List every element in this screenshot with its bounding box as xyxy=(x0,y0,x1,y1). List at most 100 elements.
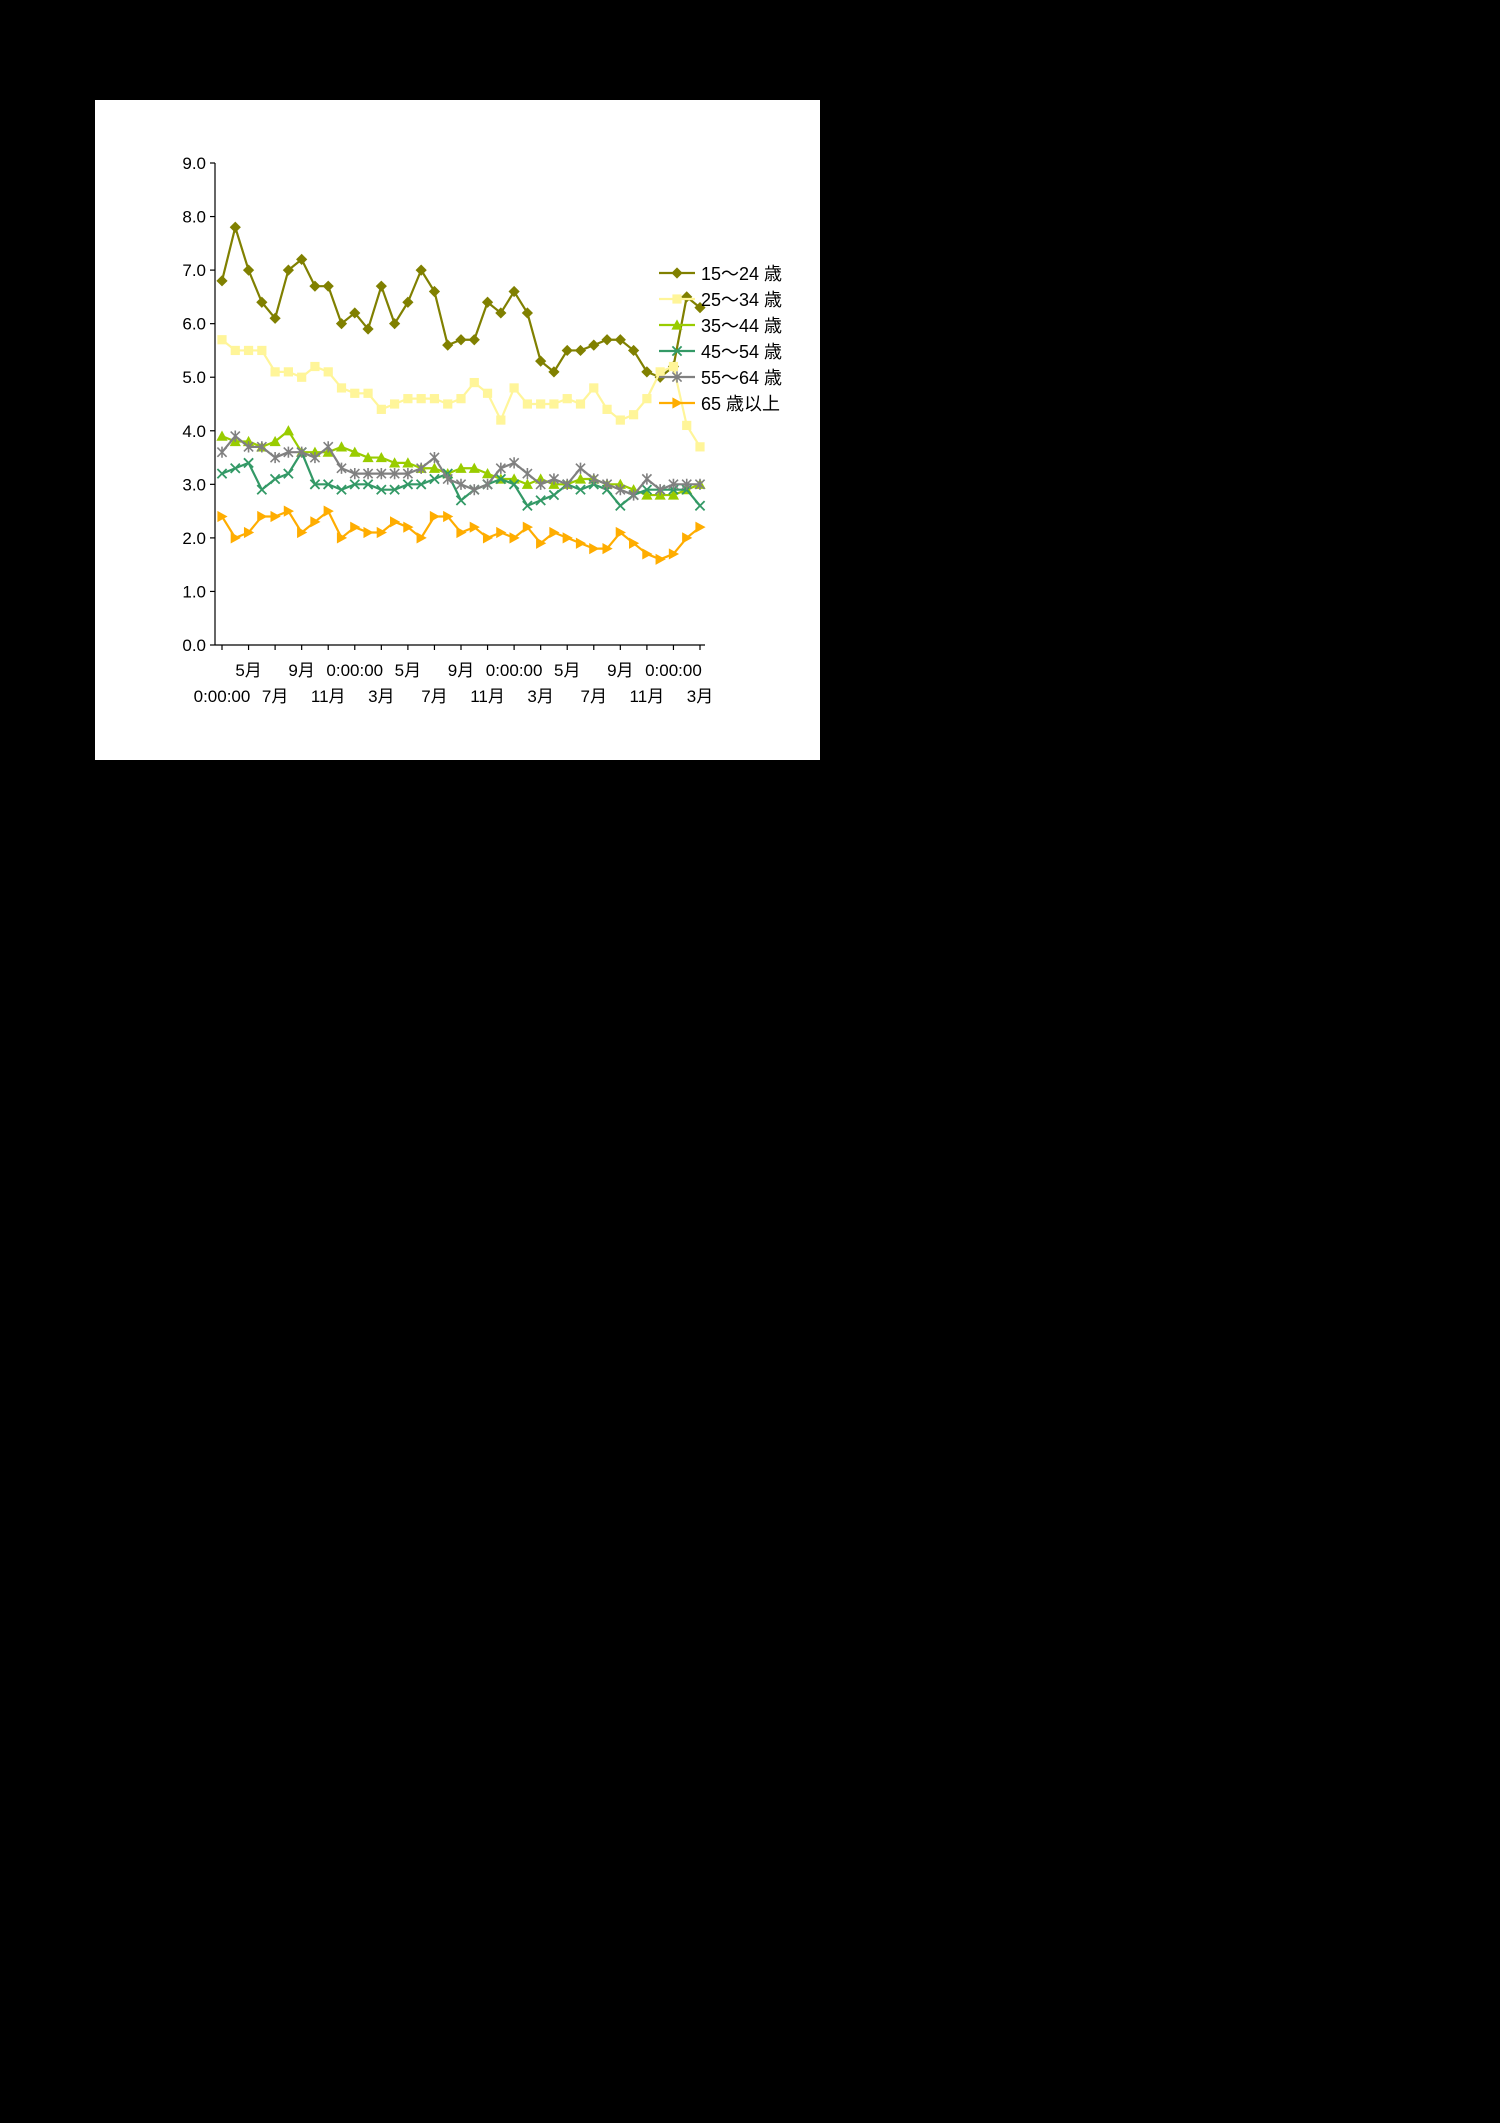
star-marker-icon xyxy=(641,473,653,485)
x-marker-icon xyxy=(402,479,414,490)
square-marker-icon xyxy=(509,383,519,393)
triangle-right-marker-icon xyxy=(469,521,480,533)
x-tick-label: 5月 xyxy=(554,661,580,680)
square-marker-icon xyxy=(230,345,240,356)
x-marker-icon xyxy=(230,463,241,474)
diamond-marker-icon xyxy=(415,264,427,276)
triangle-right-marker-icon xyxy=(443,510,454,523)
triangle-right-marker-icon xyxy=(575,537,587,549)
square-marker-icon xyxy=(363,388,373,398)
x-tick-label: 5月 xyxy=(235,661,261,680)
diamond-marker-icon xyxy=(442,339,454,351)
triangle-marker-icon xyxy=(455,462,467,473)
triangle-right-marker-icon xyxy=(522,521,533,533)
triangle-right-marker-icon xyxy=(589,543,600,555)
x-tick-label: 3月 xyxy=(687,687,713,706)
triangle-right-marker-icon xyxy=(509,532,520,544)
square-marker-icon xyxy=(602,404,612,414)
legend-label: 15～24 歳 xyxy=(701,264,783,284)
diamond-marker-icon xyxy=(468,334,480,346)
x-marker-icon xyxy=(349,479,361,490)
triangle-marker-icon xyxy=(574,473,587,484)
series-line xyxy=(220,338,702,448)
legend-label: 35～44 歳 xyxy=(701,316,783,336)
square-marker-icon xyxy=(297,372,307,382)
triangle-marker-icon xyxy=(375,451,387,463)
x-marker-icon xyxy=(508,479,520,490)
star-marker-icon xyxy=(495,462,506,474)
triangle-right-marker-icon xyxy=(629,537,640,549)
line-chart: 0.01.02.03.04.05.06.07.08.09.00:00:005月7… xyxy=(182,154,713,706)
triangle-right-marker-icon xyxy=(562,532,573,544)
star-marker-icon xyxy=(482,478,493,490)
triangle-right-marker-icon xyxy=(456,526,467,539)
star-marker-icon xyxy=(601,478,613,490)
y-tick-label: 7.0 xyxy=(182,261,206,280)
legend-item: 55～64 歳 xyxy=(658,364,782,390)
legend-item: 45～54 歳 xyxy=(658,338,782,364)
diamond-marker-icon xyxy=(428,285,441,298)
triangle-marker-icon xyxy=(402,457,414,468)
star-marker-icon xyxy=(522,468,533,480)
star-marker-icon xyxy=(349,468,360,480)
y-tick-label: 2.0 xyxy=(182,529,206,548)
triangle-right-marker-icon xyxy=(323,505,334,517)
x-tick-label: 11月 xyxy=(311,687,346,706)
square-marker-icon xyxy=(629,410,639,420)
square-marker-icon xyxy=(323,367,333,377)
series-5 xyxy=(216,430,706,501)
diamond-marker-icon xyxy=(641,366,653,378)
diamond-marker-icon xyxy=(309,280,321,292)
square-marker-icon xyxy=(536,399,546,409)
square-marker-icon xyxy=(243,345,254,356)
x-marker-icon xyxy=(376,484,387,495)
triangle-right-marker-icon xyxy=(336,532,348,544)
square-marker-icon xyxy=(270,367,280,377)
diamond-marker-icon xyxy=(335,318,348,330)
square-marker-icon xyxy=(668,361,679,372)
triangle-marker-icon xyxy=(349,446,361,457)
diamond-marker-icon xyxy=(628,344,640,357)
diamond-marker-icon xyxy=(322,280,334,292)
x-marker-icon xyxy=(615,500,626,511)
diamond-marker-icon xyxy=(375,280,387,292)
x-tick-label: 11月 xyxy=(470,687,505,706)
square-marker-icon xyxy=(682,420,692,431)
triangle-right-marker-icon xyxy=(376,526,387,539)
square-marker-icon xyxy=(469,377,479,388)
star-marker-icon xyxy=(362,468,374,480)
star-marker-icon xyxy=(323,441,334,453)
diamond-marker-icon xyxy=(614,334,626,346)
x-marker-icon xyxy=(671,345,683,357)
x-marker-icon xyxy=(256,484,268,495)
triangle-right-marker-icon xyxy=(429,510,441,523)
triangle-right-marker-icon xyxy=(230,532,241,544)
x-tick-label: 0:00:00 xyxy=(194,687,251,706)
star-marker-icon xyxy=(681,478,692,490)
triangle-marker-icon xyxy=(667,489,680,500)
star-marker-icon xyxy=(269,451,281,464)
legend-label: 55～64 歳 xyxy=(701,368,783,388)
x-tick-label: 3月 xyxy=(368,687,394,706)
chart-legend: 15～24 歳 25～34 歳 35～44 歳 45～54 歳 55～64 歳 65 歳以… xyxy=(658,260,782,416)
legend-marker-icon xyxy=(659,345,695,357)
square-marker-icon xyxy=(217,335,227,345)
triangle-marker-icon xyxy=(335,441,348,452)
triangle-right-marker-icon xyxy=(297,526,308,539)
square-marker-icon xyxy=(575,399,586,409)
x-marker-icon xyxy=(535,495,546,506)
star-marker-icon xyxy=(628,489,639,501)
square-marker-icon xyxy=(655,367,665,377)
square-marker-icon xyxy=(390,399,400,409)
square-marker-icon xyxy=(310,361,320,372)
star-marker-icon xyxy=(535,478,546,490)
x-marker-icon xyxy=(283,468,294,479)
x-tick-label: 3月 xyxy=(527,687,553,706)
star-marker-icon xyxy=(309,451,321,464)
diamond-marker-icon xyxy=(588,339,600,351)
square-marker-icon xyxy=(350,388,360,398)
triangle-right-marker-icon xyxy=(416,532,427,544)
triangle-right-marker-icon xyxy=(642,548,653,560)
diamond-marker-icon xyxy=(508,285,520,298)
star-marker-icon xyxy=(243,441,254,453)
